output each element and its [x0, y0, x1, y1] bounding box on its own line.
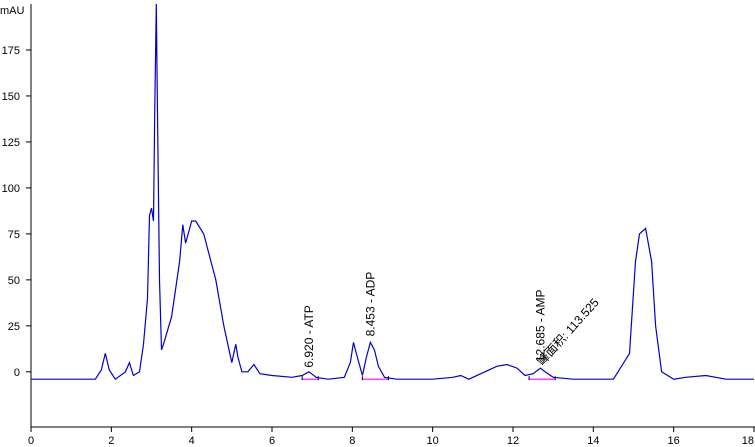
y-tick-label: 50	[8, 275, 20, 287]
plot-frame	[30, 4, 755, 428]
y-axis-unit-label: mAU	[0, 5, 25, 17]
x-tick-label: 4	[189, 435, 195, 447]
y-ticks: 0 25 50 75 100 125 150 175	[2, 45, 31, 379]
x-tick-label: 0	[28, 435, 34, 447]
x-tick-label: 8	[349, 435, 355, 447]
y-tick-label: 25	[8, 321, 20, 333]
peak-label: 6.920 - ATP	[302, 305, 316, 367]
chromatogram-trace	[31, 3, 754, 381]
x-tick-label: 12	[507, 435, 519, 447]
x-tick-label: 18	[742, 435, 754, 447]
integration-baselines	[301, 376, 556, 381]
y-tick-label: 0	[14, 367, 20, 379]
x-ticks: 0 2 4 6 8 10 12 14 16 18	[28, 427, 755, 447]
x-tick-label: 10	[427, 435, 439, 447]
y-tick-label: 125	[2, 137, 20, 149]
x-tick-label: 2	[108, 435, 114, 447]
y-tick-label: 150	[2, 91, 20, 103]
peak-label: 8.453 - ADP	[364, 272, 378, 337]
y-tick-label: 175	[2, 45, 20, 57]
y-tick-label: 75	[8, 229, 20, 241]
peak-label: 12.685 - AMP	[534, 289, 548, 362]
x-tick-label: 16	[668, 435, 680, 447]
x-tick-label: 14	[587, 435, 599, 447]
y-tick-label: 100	[2, 183, 20, 195]
x-tick-label: 6	[269, 435, 275, 447]
